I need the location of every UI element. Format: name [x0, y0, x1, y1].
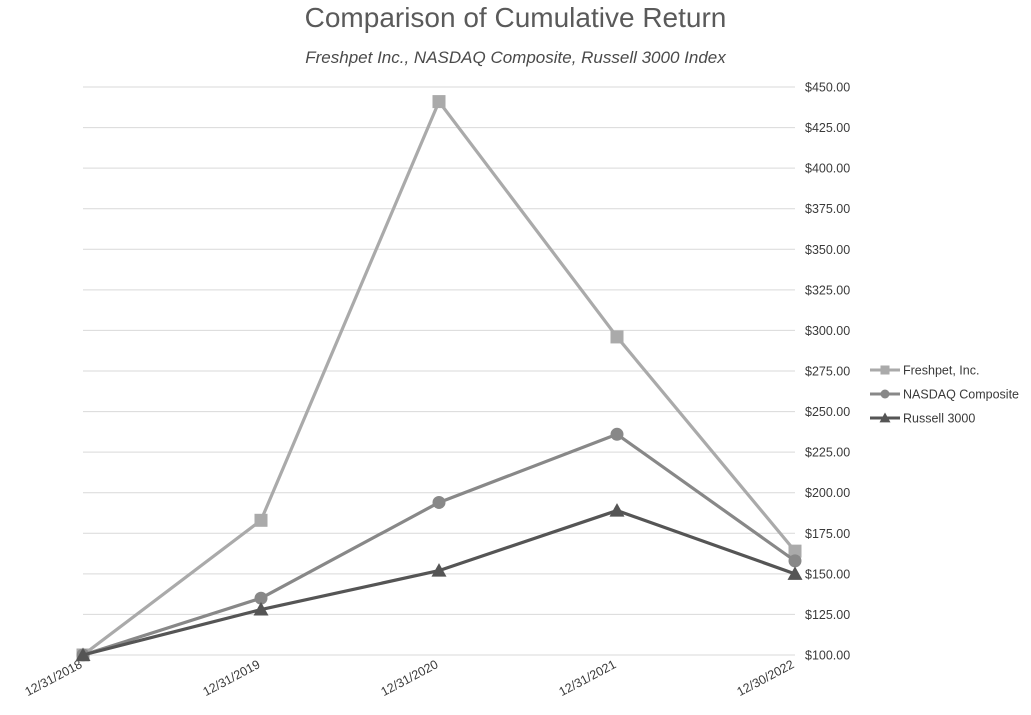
y-tick-label: $225.00 [805, 446, 850, 460]
data-point-triangle [879, 412, 891, 423]
legend-label: NASDAQ Composite [903, 388, 1019, 402]
data-point-circle [788, 554, 802, 568]
y-tick-label: $450.00 [805, 81, 850, 95]
data-point-square [254, 513, 268, 527]
series-nasdaq-composite [76, 427, 802, 662]
legend-item: Freshpet, Inc. [870, 364, 979, 378]
series-russell-3000 [75, 503, 803, 661]
y-tick-label: $300.00 [805, 324, 850, 338]
legend-item: NASDAQ Composite [870, 388, 1019, 402]
y-tick-label: $325.00 [805, 283, 850, 297]
data-point-square [880, 365, 890, 375]
y-tick-label: $175.00 [805, 527, 850, 541]
data-point-triangle [609, 503, 625, 517]
y-tick-label: $250.00 [805, 405, 850, 419]
data-point-circle [432, 495, 446, 509]
x-tick-label: 12/31/2018 [23, 657, 85, 699]
y-tick-label: $375.00 [805, 202, 850, 216]
data-point-circle [610, 427, 624, 441]
y-tick-label: $200.00 [805, 486, 850, 500]
series-line [82, 508, 796, 657]
data-point-square [788, 544, 802, 558]
x-tick-label: 12/31/2020 [379, 657, 441, 699]
y-tick-label: $275.00 [805, 365, 850, 379]
data-point-triangle [253, 602, 269, 616]
legend-label: Russell 3000 [903, 412, 975, 426]
y-tick-label: $425.00 [805, 121, 850, 135]
legend-item: Russell 3000 [870, 412, 975, 426]
data-point-square [432, 95, 446, 109]
y-tick-label: $350.00 [805, 243, 850, 257]
chart-title: Comparison of Cumulative Return [304, 2, 727, 33]
y-tick-label: $400.00 [805, 162, 850, 176]
data-point-triangle [787, 566, 803, 580]
x-tick-label: 12/30/2022 [735, 657, 797, 699]
data-point-square [610, 330, 624, 344]
y-tick-label: $150.00 [805, 567, 850, 581]
y-tick-label: $125.00 [805, 608, 850, 622]
data-point-triangle [75, 647, 91, 661]
data-point-circle [880, 389, 890, 399]
y-tick-label: $100.00 [805, 649, 850, 663]
data-point-circle [254, 591, 268, 605]
series-line [82, 432, 796, 657]
chart-subtitle: Freshpet Inc., NASDAQ Composite, Russell… [305, 48, 726, 67]
data-point-triangle [431, 563, 447, 577]
x-tick-label: 12/31/2021 [557, 657, 619, 699]
x-tick-label: 12/31/2019 [201, 657, 263, 699]
legend-label: Freshpet, Inc. [903, 364, 979, 378]
